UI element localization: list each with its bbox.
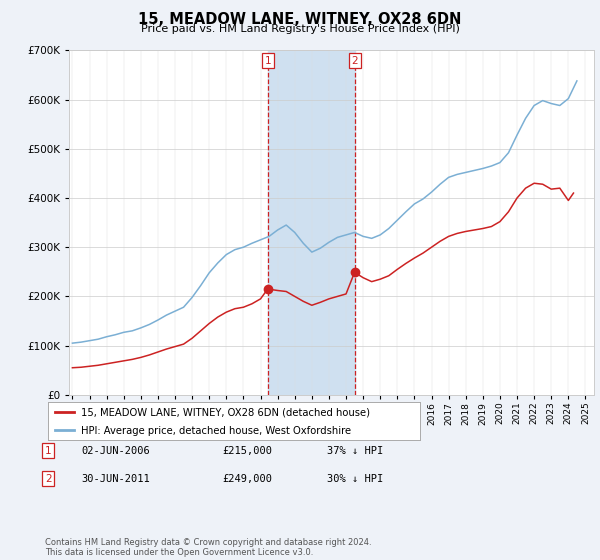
- Text: 30-JUN-2011: 30-JUN-2011: [81, 474, 150, 484]
- Text: 1: 1: [45, 446, 52, 456]
- Text: 15, MEADOW LANE, WITNEY, OX28 6DN (detached house): 15, MEADOW LANE, WITNEY, OX28 6DN (detac…: [82, 408, 370, 418]
- Text: 37% ↓ HPI: 37% ↓ HPI: [327, 446, 383, 456]
- Bar: [268, 50, 355, 395]
- Text: £249,000: £249,000: [222, 474, 272, 484]
- Text: 1: 1: [265, 55, 271, 66]
- Text: Price paid vs. HM Land Registry's House Price Index (HPI): Price paid vs. HM Land Registry's House …: [140, 24, 460, 34]
- Text: 02-JUN-2006: 02-JUN-2006: [81, 446, 150, 456]
- Text: Contains HM Land Registry data © Crown copyright and database right 2024.
This d: Contains HM Land Registry data © Crown c…: [45, 538, 371, 557]
- Text: £215,000: £215,000: [222, 446, 272, 456]
- Text: 2: 2: [351, 55, 358, 66]
- Text: 2: 2: [45, 474, 52, 484]
- Text: HPI: Average price, detached house, West Oxfordshire: HPI: Average price, detached house, West…: [82, 426, 352, 436]
- Text: 30% ↓ HPI: 30% ↓ HPI: [327, 474, 383, 484]
- Text: 15, MEADOW LANE, WITNEY, OX28 6DN: 15, MEADOW LANE, WITNEY, OX28 6DN: [139, 12, 461, 27]
